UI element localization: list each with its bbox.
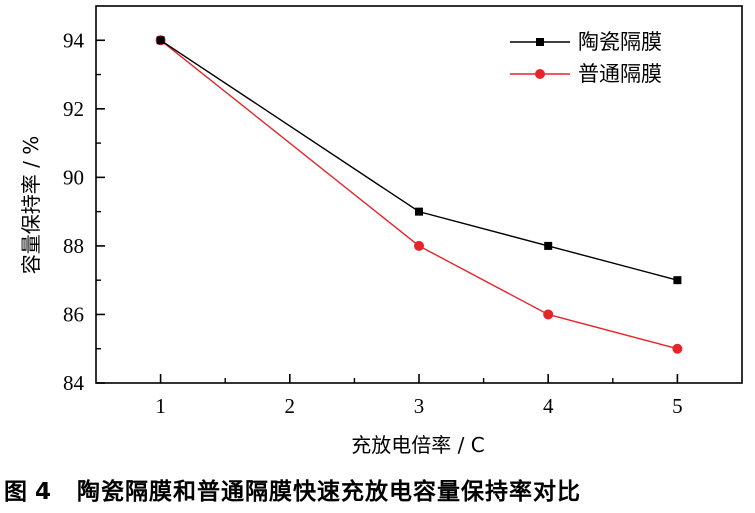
- data-point-circle: [414, 240, 424, 251]
- y-tick-label: 88: [63, 234, 84, 258]
- x-tick-label: 1: [155, 394, 166, 418]
- data-point-circle: [672, 343, 683, 354]
- x-axis: 1 2 3 4 5: [155, 374, 683, 418]
- legend-label: 普通隔膜: [578, 62, 662, 86]
- legend-label: 陶瓷隔膜: [578, 30, 662, 54]
- x-tick-label: 5: [672, 394, 683, 418]
- y-tick-label: 92: [63, 97, 84, 121]
- data-point-square: [156, 36, 165, 45]
- x-tick-label: 3: [414, 394, 425, 418]
- y-tick-label: 86: [63, 302, 84, 326]
- data-point-square: [673, 276, 682, 285]
- series-line: [160, 39, 678, 350]
- legend-marker-square: [536, 38, 544, 46]
- legend-marker-circle: [535, 69, 545, 79]
- data-point-circle: [543, 309, 554, 320]
- series-layer: [155, 35, 683, 354]
- data-point-square: [415, 207, 423, 216]
- x-tick-label: 2: [285, 394, 296, 418]
- y-tick-label: 90: [63, 165, 84, 189]
- figure-caption-text: 陶瓷隔膜和普通隔膜快速充放电容量保持率对比: [77, 479, 582, 505]
- y-axis-title: 容量保持率 / %: [19, 136, 43, 274]
- data-point-square: [544, 241, 553, 250]
- y-tick-label: 84: [63, 371, 85, 395]
- figure-caption: 图 4 陶瓷隔膜和普通隔膜快速充放电容量保持率对比: [0, 472, 755, 512]
- x-axis-title: 充放电倍率 / C: [351, 433, 484, 457]
- y-axis: 84 86 88 90 92 94: [63, 28, 105, 395]
- series-line: [160, 39, 678, 281]
- figure-number: 图 4: [4, 479, 52, 505]
- y-tick-label: 94: [63, 28, 85, 52]
- x-tick-label: 4: [543, 394, 554, 418]
